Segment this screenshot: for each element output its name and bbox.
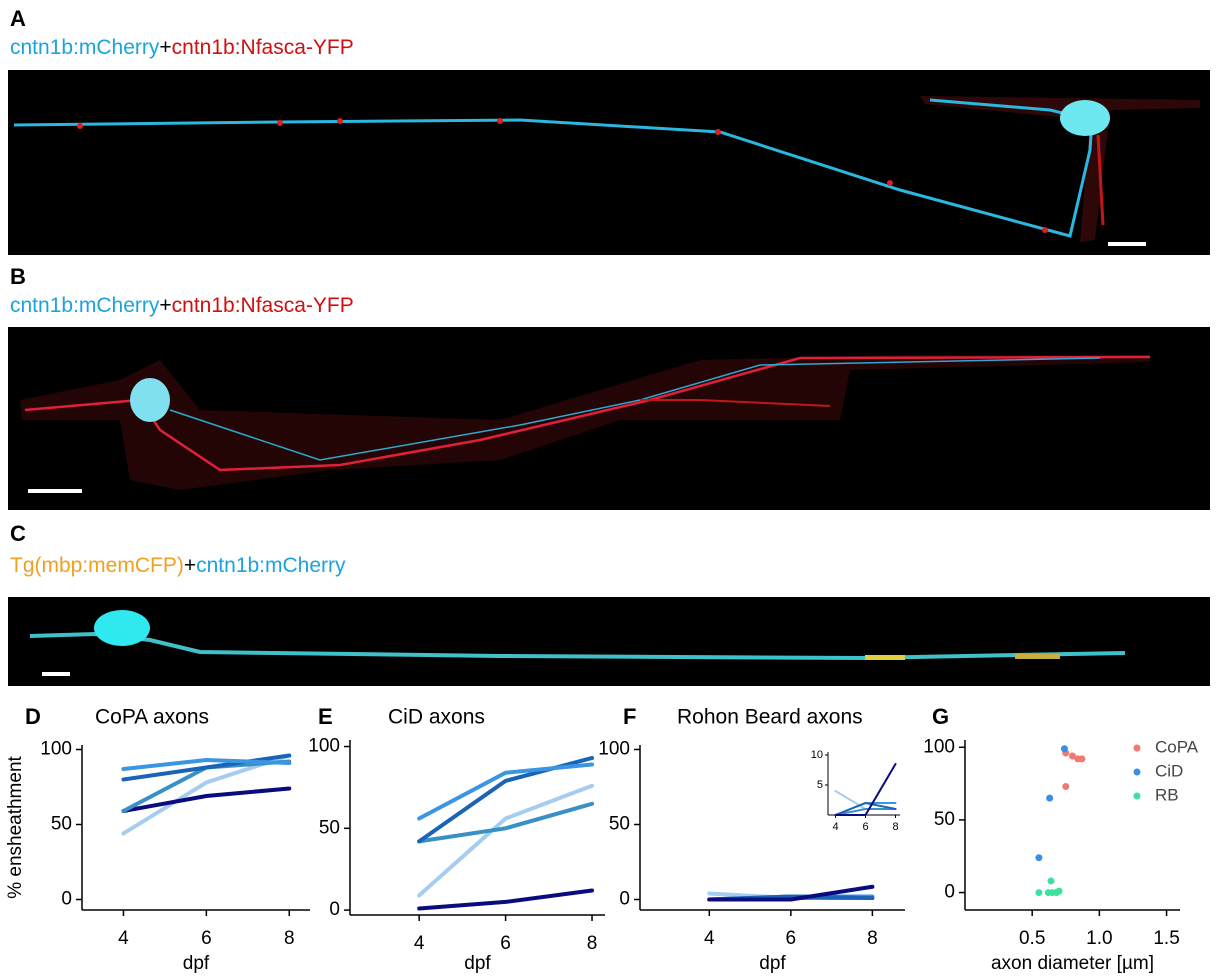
legend-marker bbox=[1133, 744, 1141, 752]
x-tick-label: 8 bbox=[867, 928, 878, 949]
x-tick-label: 6 bbox=[786, 928, 797, 949]
panel-caption: cntn1b:mCherry+cntn1b:Nfasca-YFP bbox=[10, 36, 354, 59]
panel-letter: D bbox=[25, 704, 41, 729]
x-tick-label: 0.5 bbox=[1019, 928, 1045, 949]
panel-letter: E bbox=[318, 704, 333, 729]
micrograph-c bbox=[8, 597, 1210, 686]
x-axis-label: dpf bbox=[183, 953, 210, 974]
legend-label: CoPA bbox=[1155, 737, 1199, 756]
data-line bbox=[121, 786, 292, 813]
legend-label: RB bbox=[1155, 785, 1179, 804]
data-point bbox=[1046, 794, 1054, 802]
caption-part: + bbox=[159, 36, 171, 59]
inset-x-tick-label: 6 bbox=[862, 821, 868, 833]
x-tick-label: 1.0 bbox=[1086, 928, 1112, 949]
x-tick-label: 8 bbox=[587, 933, 598, 954]
legend-label: CiD bbox=[1155, 761, 1183, 780]
data-point bbox=[1078, 755, 1086, 763]
caption-part: Tg(mbp:memCFP) bbox=[10, 554, 184, 577]
y-tick-label: 100 bbox=[923, 736, 955, 757]
x-axis-label: axon diameter [µm] bbox=[991, 953, 1154, 974]
inset-y-tick-label: 5 bbox=[817, 779, 823, 791]
y-tick-label: 100 bbox=[40, 739, 72, 760]
data-point bbox=[1069, 752, 1076, 760]
micrograph-a bbox=[8, 70, 1210, 255]
x-tick-label: 4 bbox=[704, 928, 715, 949]
caption-part: cntn1b:mCherry bbox=[196, 554, 346, 577]
y-tick-label: 50 bbox=[51, 814, 72, 835]
y-tick-label: 100 bbox=[308, 736, 340, 757]
y-tick-label: 0 bbox=[944, 882, 955, 903]
data-point bbox=[1047, 877, 1055, 885]
y-tick-label: 50 bbox=[609, 814, 630, 835]
legend-marker bbox=[1133, 768, 1141, 776]
data-point bbox=[1035, 889, 1043, 897]
x-axis-label: dpf bbox=[464, 953, 491, 974]
data-line bbox=[417, 888, 595, 911]
x-tick-label: 1.5 bbox=[1153, 928, 1179, 949]
legend-marker bbox=[1133, 792, 1141, 800]
panel-letter: F bbox=[623, 704, 636, 729]
data-line bbox=[121, 757, 292, 771]
caption-part: cntn1b:Nfasca-YFP bbox=[172, 36, 354, 59]
data-line bbox=[834, 763, 897, 816]
x-tick-label: 4 bbox=[118, 928, 129, 949]
caption-part: + bbox=[159, 294, 171, 317]
data-line bbox=[417, 801, 595, 844]
data-point bbox=[1060, 745, 1068, 753]
data-line bbox=[834, 801, 897, 816]
data-line bbox=[417, 762, 595, 821]
data-point bbox=[1062, 782, 1070, 790]
inset-x-tick-label: 8 bbox=[892, 821, 898, 833]
chart-title: Rohon Beard axons bbox=[677, 706, 863, 729]
y-tick-label: 50 bbox=[934, 809, 955, 830]
panel-letter: B bbox=[10, 264, 26, 289]
y-axis-label: % ensheathment bbox=[5, 755, 26, 898]
data-point bbox=[1035, 854, 1043, 862]
micrograph-b bbox=[8, 327, 1210, 510]
panel-letter: A bbox=[10, 6, 26, 31]
inset-y-tick-label: 10 bbox=[811, 749, 823, 761]
inset-x-tick-label: 4 bbox=[832, 821, 838, 833]
caption-part: + bbox=[184, 554, 196, 577]
chart-title: CoPA axons bbox=[95, 706, 209, 729]
y-tick-label: 100 bbox=[598, 739, 630, 760]
x-tick-label: 6 bbox=[201, 928, 212, 949]
y-tick-label: 0 bbox=[61, 889, 72, 910]
chart-title: CiD axons bbox=[388, 706, 485, 729]
y-tick-label: 0 bbox=[329, 899, 340, 920]
panel-letter: C bbox=[10, 521, 26, 546]
x-tick-label: 8 bbox=[284, 928, 295, 949]
data-line bbox=[417, 783, 595, 898]
x-tick-label: 6 bbox=[500, 933, 511, 954]
y-tick-label: 0 bbox=[619, 889, 630, 910]
panel-caption: cntn1b:mCherry+cntn1b:Nfasca-YFP bbox=[10, 294, 354, 317]
x-axis-label: dpf bbox=[759, 953, 786, 974]
x-tick-label: 4 bbox=[414, 933, 425, 954]
data-point bbox=[1055, 887, 1063, 895]
caption-part: cntn1b:Nfasca-YFP bbox=[172, 294, 354, 317]
panel-letter: G bbox=[932, 704, 949, 729]
y-tick-label: 50 bbox=[319, 817, 340, 838]
caption-part: cntn1b:mCherry bbox=[10, 36, 160, 59]
caption-part: cntn1b:mCherry bbox=[10, 294, 160, 317]
panel-caption: Tg(mbp:memCFP)+cntn1b:mCherry bbox=[10, 554, 346, 577]
data-line bbox=[834, 808, 897, 816]
data-line bbox=[707, 884, 875, 902]
data-line bbox=[121, 753, 292, 782]
